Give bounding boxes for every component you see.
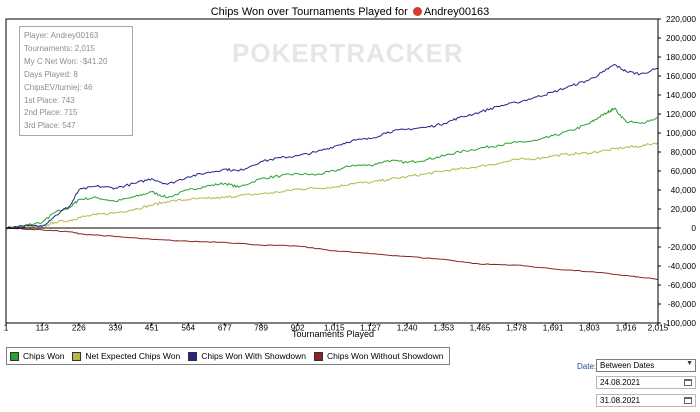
date-label: Date: [577,362,597,371]
series-line-net-expected-chips-won [5,142,659,230]
legend-swatch-with-showdown [188,351,198,361]
y-tick-label: 60,000 [671,166,697,176]
x-tick-label: 1,916 [616,323,637,333]
date-mode-select[interactable]: Between Dates ▼ [596,359,696,372]
legend-item-net-expected[interactable]: Net Expected Chips Won [69,348,185,364]
y-tick-label: 200,000 [666,33,696,43]
x-tick-label: 113 [36,323,50,333]
stat-first-place: 1st Place: 743 [24,95,75,105]
x-tick-label: 451 [145,323,159,333]
calendar-icon[interactable] [684,379,692,386]
date-filter-panel: Date: Between Dates ▼ 24.08.2021 31.08.2… [577,358,700,412]
x-tick-label: 226 [72,323,86,333]
series-line-chips-won-with-showdown [5,64,659,229]
x-tick-label: 564 [181,323,195,333]
x-tick-label: 902 [291,323,305,333]
chevron-down-icon: ▼ [686,360,693,367]
x-tick-label: 1,015 [324,323,345,333]
stat-player: Player: Andrey00163 [24,31,99,40]
pokertracker-watermark: POKERTRACKER [232,38,464,69]
x-tick-label: 1,127 [360,323,381,333]
legend-swatch-without-showdown [313,351,323,361]
x-tick-label: 1,240 [397,323,418,333]
x-axis-label: Tournaments Played [292,329,374,339]
legend-label-net-expected: Net Expected Chips Won [85,351,181,361]
y-tick-label: -60,000 [668,280,697,290]
y-tick-label: -20,000 [668,242,697,252]
x-tick-label: 1,465 [470,323,491,333]
legend-item-with-showdown[interactable]: Chips Won With Showdown [185,348,311,364]
poker-chip-icon [412,7,422,16]
x-tick-label: 677 [218,323,232,333]
chart-legend: Chips Won Net Expected Chips Won Chips W… [6,347,450,365]
y-tick-label: 120,000 [666,109,696,119]
x-tick-label: 1,803 [579,323,600,333]
date-to-field[interactable]: 31.08.2021 [596,394,696,407]
series-line-chips-won [5,107,659,230]
y-tick-label: 40,000 [671,185,697,195]
y-tick-label: 140,000 [666,90,696,100]
date-mode-value: Between Dates [600,361,655,370]
date-to-value: 31.08.2021 [600,396,641,405]
legend-label-chips-won: Chips Won [23,351,65,361]
legend-label-without-showdown: Chips Won Without Showdown [326,351,444,361]
player-stats-box: Player: Andrey00163 Tournaments: 2,015 M… [19,26,133,136]
legend-swatch-net-expected [72,351,82,361]
calendar-icon[interactable] [684,397,692,404]
legend-label-with-showdown: Chips Won With Showdown [201,351,306,361]
stat-third-place: 3rd Place: 547 [24,121,76,131]
y-tick-label: 80,000 [671,147,697,157]
y-tick-label: -100,000 [663,318,696,328]
x-tick-label: 1,578 [506,323,527,333]
x-tick-label: 1 [4,323,9,333]
chart-title-player: Andrey00163 [423,6,490,18]
stat-chips-ev: ChipsEV/turniej: 46 [24,82,93,92]
legend-item-chips-won[interactable]: Chips Won [7,348,69,364]
axes-layer: -100,000 -80,000 -60,000 -40,000 -20,000 0 20,… [4,14,697,333]
y-tick-label: 180,000 [666,52,696,62]
watermark-text: POKERTRACKER [232,38,464,68]
y-tick-label: 220,000 [666,14,696,24]
stat-net-won: My C Net Won: -$41.20 [24,56,108,66]
x-tick-label: 1,353 [433,323,454,333]
series-line-chips-won-without-showdown [5,227,659,280]
y-tick-label: -40,000 [668,261,697,271]
stat-second-place: 2nd Place: 715 [24,108,78,118]
x-tick-label: 789 [254,323,268,333]
date-from-value: 24.08.2021 [600,378,641,387]
legend-item-without-showdown[interactable]: Chips Won Without Showdown [311,348,449,364]
x-tick-label: 2,015 [648,323,669,333]
y-tick-label: 0 [691,223,696,233]
chart-title: Chips Won over Tournaments Played for An… [0,6,700,18]
stat-days-played: Days Played: 8 [24,69,78,79]
legend-swatch-chips-won [10,351,19,361]
y-tick-label: -80,000 [668,299,697,309]
chart-title-text: Chips Won over Tournaments Played for [210,6,408,18]
y-tick-label: 160,000 [666,71,696,81]
x-tick-label: 339 [109,323,123,333]
series-layer [5,64,659,280]
date-from-field[interactable]: 24.08.2021 [596,376,696,389]
y-tick-label: 20,000 [671,204,697,214]
x-tick-label: 1,691 [543,323,564,333]
stat-tournaments: Tournaments: 2,015 [24,43,95,53]
y-tick-label: 100,000 [666,128,696,138]
